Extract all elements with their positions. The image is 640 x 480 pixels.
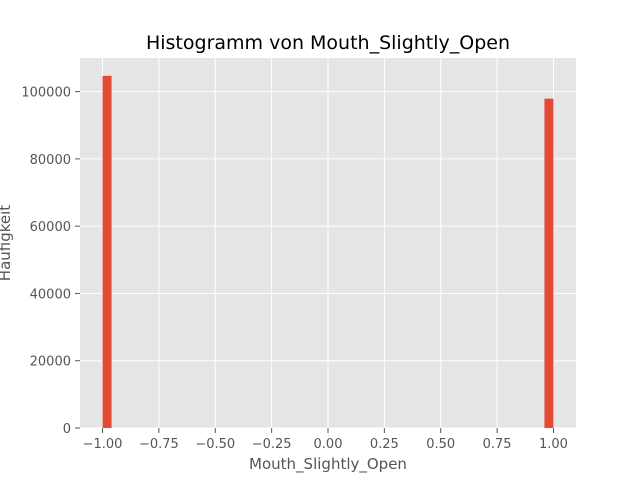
y-tick-label: 20000: [30, 355, 71, 370]
x-axis-ticks: −1.00 −0.75 −0.50 −0.25 0.00 0.25 0.50 0.75 1.00: [83, 428, 568, 452]
x-tick-label: 1.00: [539, 437, 568, 452]
histogram-bar: [544, 98, 554, 428]
y-tick-label: 60000: [30, 220, 71, 235]
y-axis-label: Häufigkeit: [0, 205, 14, 281]
x-tick-label: −0.25: [252, 437, 292, 452]
y-tick-label: 0: [63, 422, 71, 437]
x-tick-label: −0.50: [195, 437, 235, 452]
x-tick-label: −0.75: [139, 437, 179, 452]
x-tick-label: 0.25: [370, 437, 399, 452]
histogram-bar: [102, 75, 112, 428]
x-tick-label: 0.00: [314, 437, 343, 452]
histogram-bars: [102, 75, 554, 428]
x-tick-label: 0.75: [483, 437, 512, 452]
chart-title: Histogramm von Mouth_Slightly_Open: [146, 32, 510, 54]
y-tick-label: 40000: [30, 287, 71, 302]
y-axis-ticks: 0 20000 40000 60000 80000 100000: [21, 86, 80, 437]
x-tick-label: 0.50: [426, 437, 455, 452]
y-tick-label: 100000: [21, 86, 71, 101]
y-tick-label: 80000: [30, 153, 71, 168]
x-tick-label: −1.00: [83, 437, 123, 452]
x-axis-label: Mouth_Slightly_Open: [249, 455, 407, 474]
